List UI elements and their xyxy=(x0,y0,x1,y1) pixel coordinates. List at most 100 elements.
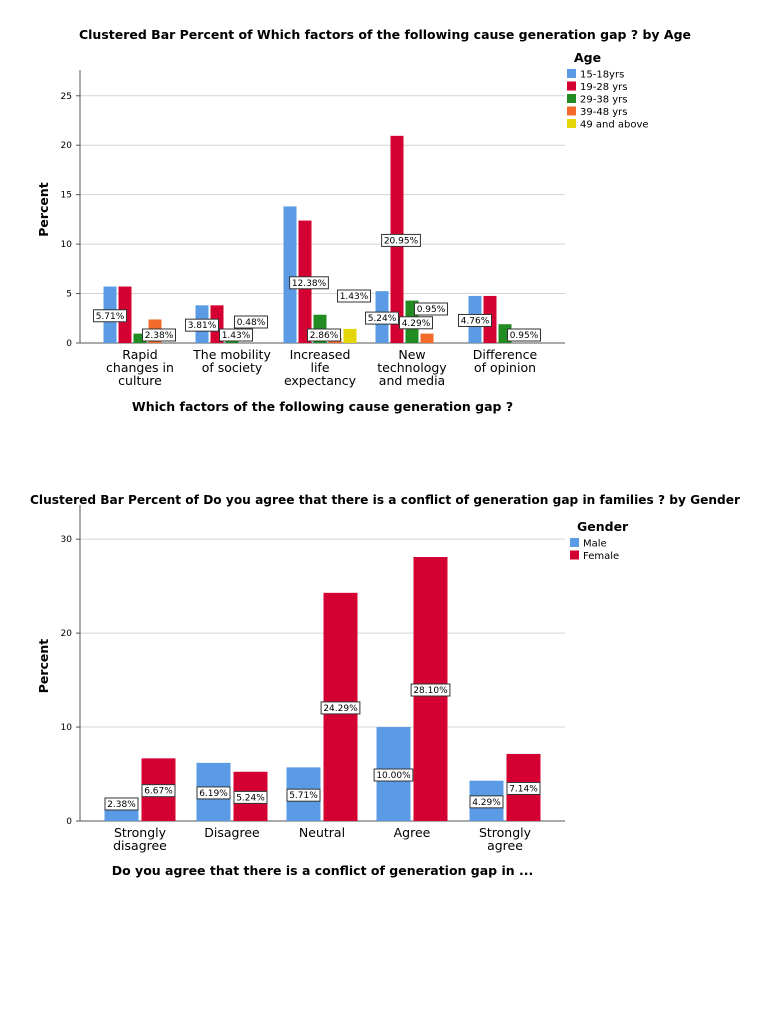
data-label: 4.29% xyxy=(402,319,431,329)
y-tick-label: 15 xyxy=(61,191,72,201)
y-tick-label: 25 xyxy=(61,92,72,102)
bar xyxy=(420,333,434,343)
data-label-box xyxy=(219,328,253,342)
legend-label: 15-18yrs xyxy=(580,70,624,81)
data-label: 6.19% xyxy=(199,789,228,799)
data-label: 24.29% xyxy=(323,704,358,714)
legend-swatch xyxy=(567,69,576,78)
y-tick-label: 10 xyxy=(61,240,73,250)
data-label-box xyxy=(365,311,399,325)
data-label: 4.76% xyxy=(461,316,490,326)
legend-swatch xyxy=(567,119,576,128)
data-label-box xyxy=(399,316,433,330)
legend-swatch xyxy=(570,538,579,547)
x-category-label: life xyxy=(310,360,329,375)
x-category-label: changes in xyxy=(106,360,174,375)
data-label-box xyxy=(141,784,176,798)
legend-swatch xyxy=(570,550,579,560)
bar xyxy=(343,328,357,343)
data-label-box xyxy=(93,309,127,323)
data-label-box xyxy=(185,318,219,332)
data-label: 0.95% xyxy=(510,331,539,341)
y-tick-label: 20 xyxy=(61,629,73,639)
chart-1: Clustered Bar Percent of Which factors o… xyxy=(36,27,691,414)
legend-swatch xyxy=(567,106,576,116)
chart-2: Clustered Bar Percent of Do you agree th… xyxy=(30,492,741,878)
chart-title: Clustered Bar Percent of Do you agree th… xyxy=(30,492,741,507)
x-category-label: technology xyxy=(377,360,447,375)
x-category-label: Increased xyxy=(290,347,351,362)
data-label: 28.10% xyxy=(413,686,448,696)
data-label-box xyxy=(373,768,414,782)
x-category-label: Strongly xyxy=(479,825,532,840)
data-label: 6.67% xyxy=(144,787,173,797)
data-label-box xyxy=(307,328,341,342)
data-label: 5.71% xyxy=(96,312,125,322)
data-label-box xyxy=(234,315,268,329)
x-category-label: and media xyxy=(379,373,445,388)
data-label-box xyxy=(233,790,268,804)
y-tick-label: 5 xyxy=(66,290,72,300)
x-category-label: of opinion xyxy=(474,360,536,375)
legend-label: 29-38 yrs xyxy=(580,95,627,106)
x-axis-title: Which factors of the following cause gen… xyxy=(132,399,513,414)
data-label: 10.00% xyxy=(376,771,411,781)
data-label-box xyxy=(381,233,421,247)
x-category-label: The mobility xyxy=(192,347,271,362)
data-label: 12.38% xyxy=(292,279,327,289)
legend-swatch xyxy=(567,81,576,91)
x-category-label: Disagree xyxy=(204,825,260,840)
x-category-label: Strongly xyxy=(114,825,167,840)
y-tick-label: 0 xyxy=(66,817,72,827)
data-label: 0.48% xyxy=(237,318,266,328)
x-category-label: of society xyxy=(202,360,263,375)
data-label: 4.29% xyxy=(472,798,501,808)
data-label: 2.86% xyxy=(310,331,339,341)
data-label-box xyxy=(469,795,504,809)
y-axis-title: Percent xyxy=(36,182,51,237)
data-label: 1.43% xyxy=(340,292,369,302)
data-label-box xyxy=(196,786,231,800)
data-label-box xyxy=(289,276,329,290)
legend-swatch xyxy=(567,94,576,103)
legend-label: 49 and above xyxy=(580,120,649,131)
legend-label: Female xyxy=(583,551,619,562)
x-category-label: New xyxy=(398,347,425,362)
x-category-label: agree xyxy=(487,838,523,853)
legend-label: Male xyxy=(583,539,607,550)
data-label-box xyxy=(104,797,139,811)
data-label: 5.24% xyxy=(236,793,265,803)
data-label-box xyxy=(458,313,492,327)
x-category-label: Rapid xyxy=(122,347,157,362)
legend-label: 19-28 yrs xyxy=(580,82,627,93)
data-label-box xyxy=(410,683,451,697)
legend-title: Gender xyxy=(577,519,629,534)
x-category-label: Neutral xyxy=(299,825,345,840)
data-label: 2.38% xyxy=(145,331,174,341)
data-label: 5.71% xyxy=(289,791,318,801)
x-category-label: Difference xyxy=(473,347,538,362)
data-label: 5.24% xyxy=(368,314,397,324)
x-category-label: culture xyxy=(118,373,162,388)
y-axis-title: Percent xyxy=(36,639,51,694)
x-category-label: Agree xyxy=(394,825,431,840)
data-label: 7.14% xyxy=(509,784,538,794)
bar xyxy=(133,333,147,343)
data-label: 0.95% xyxy=(417,305,446,315)
y-tick-label: 20 xyxy=(61,141,73,151)
data-label: 2.38% xyxy=(107,800,136,810)
data-label-box xyxy=(286,788,321,802)
y-tick-label: 30 xyxy=(61,535,73,545)
data-label-box xyxy=(337,289,371,303)
bar xyxy=(283,206,297,343)
x-axis-title: Do you agree that there is a conflict of… xyxy=(112,863,534,878)
x-category-label: disagree xyxy=(113,838,167,853)
data-label-box xyxy=(142,328,176,342)
y-tick-label: 0 xyxy=(66,339,72,349)
x-category-label: expectancy xyxy=(284,373,357,388)
data-label: 1.43% xyxy=(222,331,251,341)
data-label-box xyxy=(507,328,541,342)
chart-title: Clustered Bar Percent of Which factors o… xyxy=(79,27,691,42)
data-label-box xyxy=(320,701,361,715)
